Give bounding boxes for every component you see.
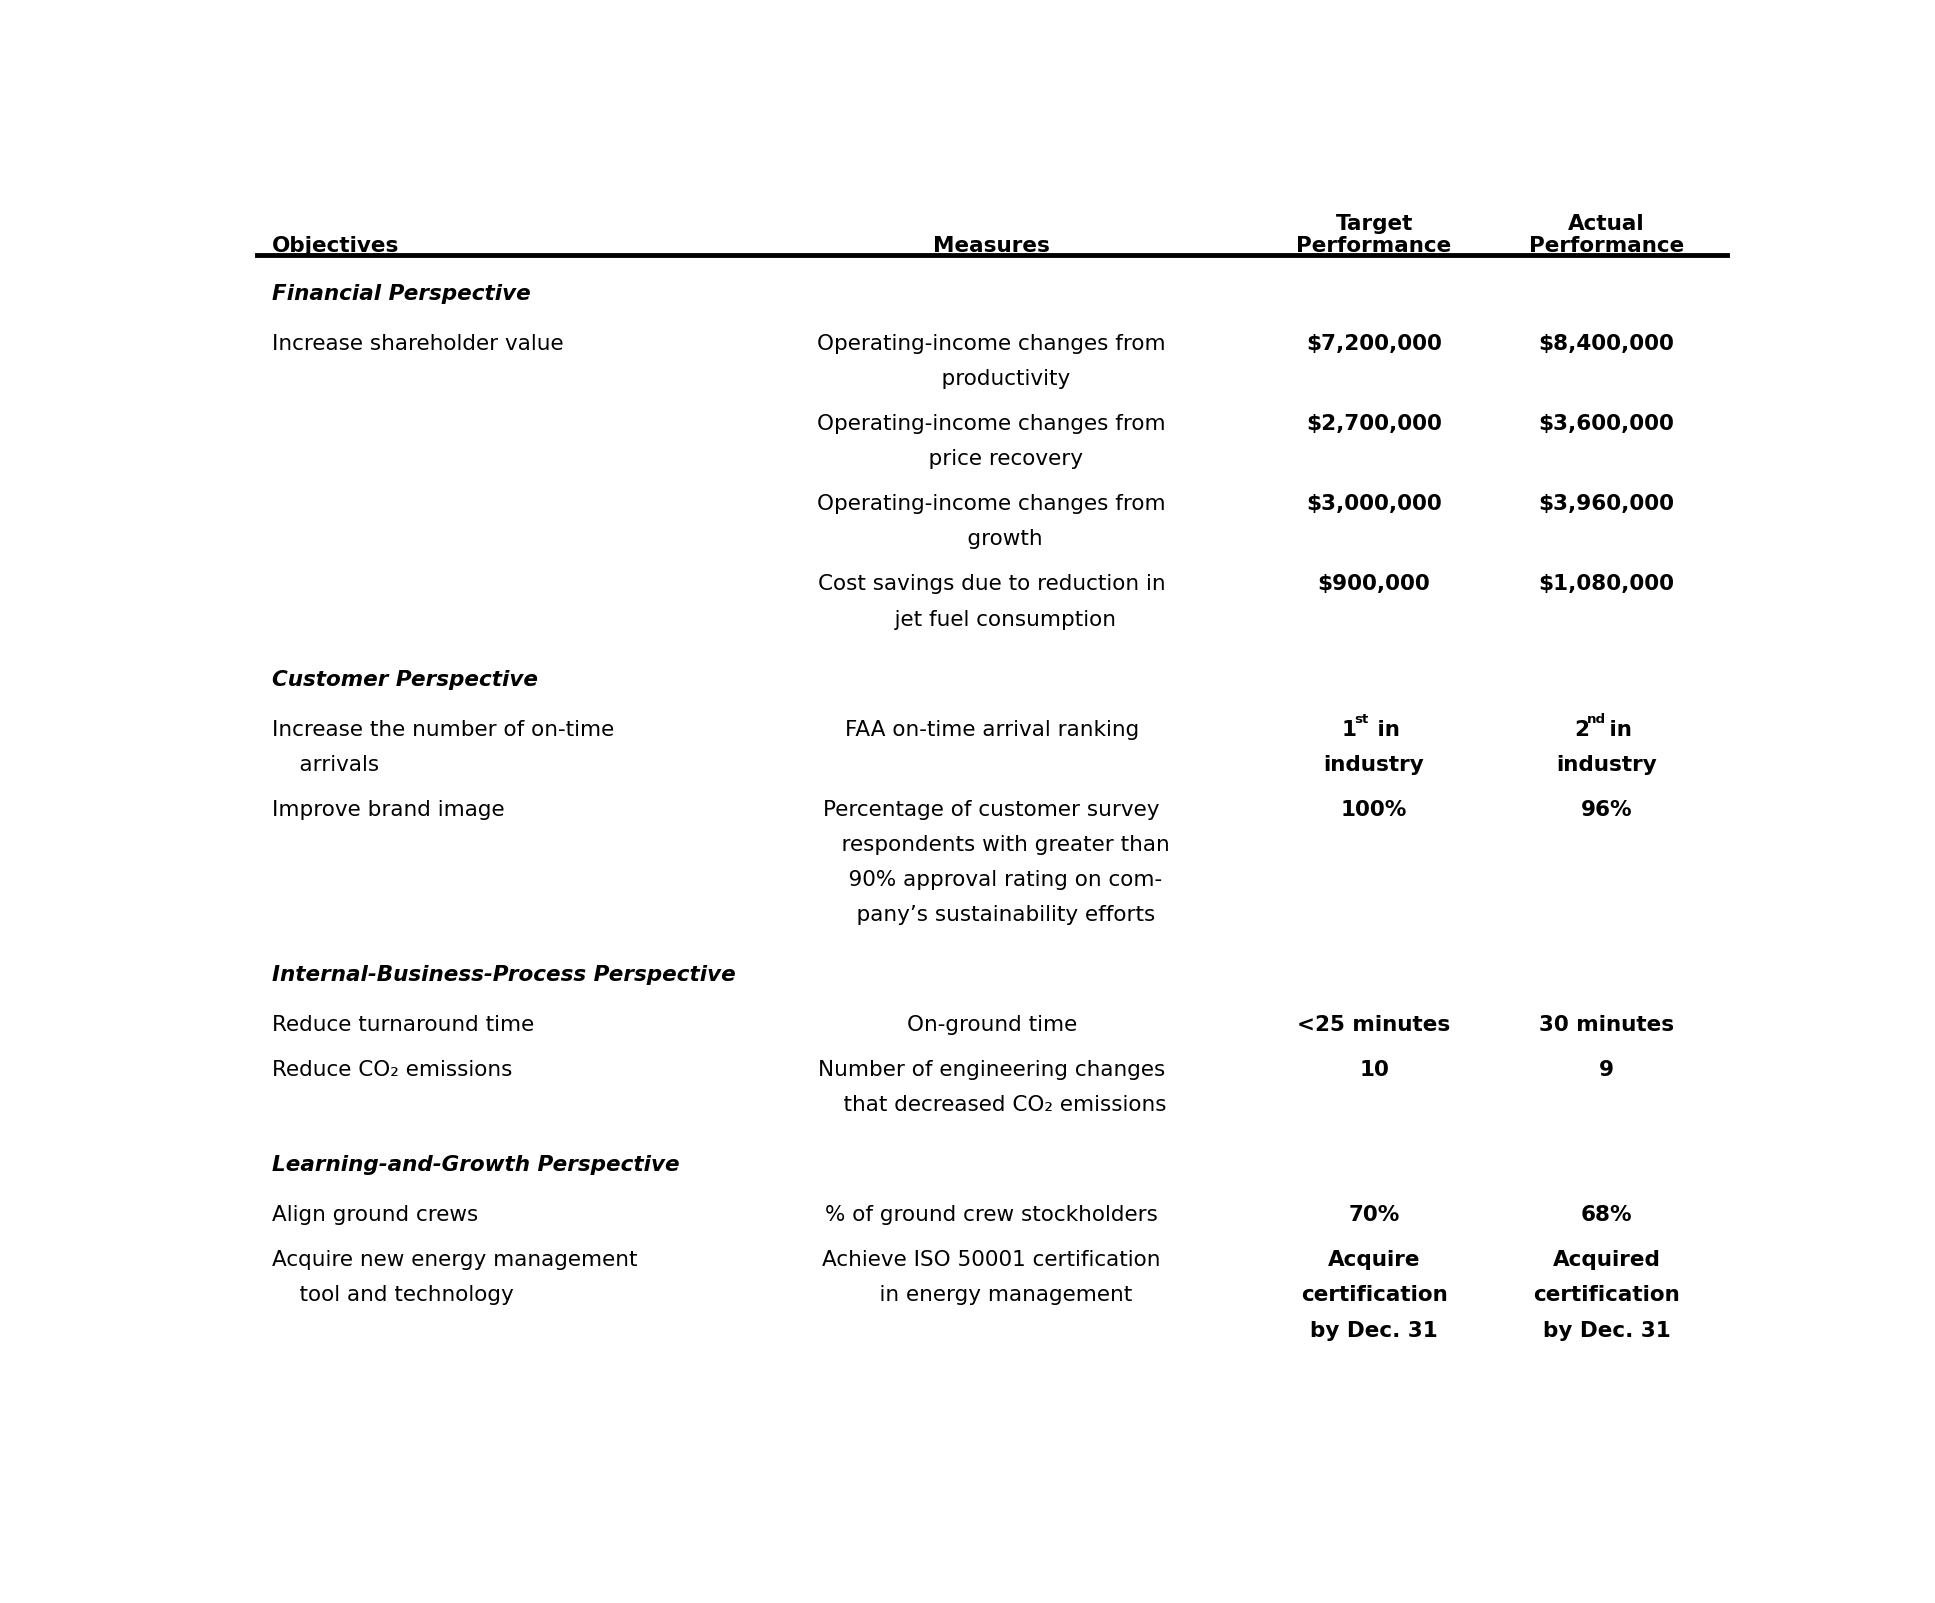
Text: 90% approval rating on com-: 90% approval rating on com- bbox=[820, 870, 1163, 890]
Text: On-ground time: On-ground time bbox=[908, 1015, 1076, 1036]
Text: Increase shareholder value: Increase shareholder value bbox=[271, 333, 563, 354]
Text: st: st bbox=[1354, 713, 1368, 726]
Text: Align ground crews: Align ground crews bbox=[271, 1205, 478, 1225]
Text: $3,600,000: $3,600,000 bbox=[1538, 414, 1674, 434]
Text: $3,000,000: $3,000,000 bbox=[1306, 494, 1442, 515]
Text: certification: certification bbox=[1300, 1286, 1447, 1305]
Text: productivity: productivity bbox=[913, 369, 1070, 390]
Text: $900,000: $900,000 bbox=[1318, 574, 1430, 595]
Text: 2: 2 bbox=[1575, 720, 1589, 739]
Text: Increase the number of on-time: Increase the number of on-time bbox=[271, 720, 613, 739]
Text: 68%: 68% bbox=[1581, 1205, 1633, 1225]
Text: Operating-income changes from: Operating-income changes from bbox=[817, 494, 1167, 515]
Text: <25 minutes: <25 minutes bbox=[1298, 1015, 1451, 1036]
Text: Target: Target bbox=[1335, 215, 1413, 234]
Text: Learning-and-Growth Perspective: Learning-and-Growth Perspective bbox=[271, 1156, 679, 1175]
Text: tool and technology: tool and technology bbox=[271, 1286, 513, 1305]
Text: FAA on-time arrival ranking: FAA on-time arrival ranking bbox=[844, 720, 1140, 739]
Text: 96%: 96% bbox=[1581, 800, 1633, 819]
Text: by Dec. 31: by Dec. 31 bbox=[1310, 1321, 1438, 1340]
Text: Improve brand image: Improve brand image bbox=[271, 800, 505, 819]
Text: Customer Perspective: Customer Perspective bbox=[271, 670, 538, 689]
Text: jet fuel consumption: jet fuel consumption bbox=[867, 609, 1116, 630]
Text: arrivals: arrivals bbox=[271, 755, 379, 774]
Text: respondents with greater than: respondents with greater than bbox=[815, 835, 1169, 854]
Text: 9: 9 bbox=[1598, 1060, 1614, 1080]
Text: Performance: Performance bbox=[1296, 236, 1451, 255]
Text: industry: industry bbox=[1556, 755, 1656, 774]
Text: in: in bbox=[1370, 720, 1399, 739]
Text: 100%: 100% bbox=[1341, 800, 1407, 819]
Text: Performance: Performance bbox=[1529, 236, 1683, 255]
Text: price recovery: price recovery bbox=[900, 449, 1084, 470]
Text: 30 minutes: 30 minutes bbox=[1538, 1015, 1674, 1036]
Text: industry: industry bbox=[1324, 755, 1424, 774]
Text: 10: 10 bbox=[1358, 1060, 1389, 1080]
Text: Operating-income changes from: Operating-income changes from bbox=[817, 333, 1167, 354]
Text: certification: certification bbox=[1533, 1286, 1680, 1305]
Text: Cost savings due to reduction in: Cost savings due to reduction in bbox=[819, 574, 1165, 595]
Text: 70%: 70% bbox=[1349, 1205, 1399, 1225]
Text: Reduce turnaround time: Reduce turnaround time bbox=[271, 1015, 534, 1036]
Text: Internal-Business-Process Perspective: Internal-Business-Process Perspective bbox=[271, 965, 735, 986]
Text: in: in bbox=[1602, 720, 1633, 739]
Text: Achieve ISO 50001 certification: Achieve ISO 50001 certification bbox=[822, 1250, 1161, 1270]
Text: $2,700,000: $2,700,000 bbox=[1306, 414, 1442, 434]
Text: Acquire: Acquire bbox=[1327, 1250, 1420, 1270]
Text: Number of engineering changes: Number of engineering changes bbox=[819, 1060, 1165, 1080]
Text: 1: 1 bbox=[1343, 720, 1356, 739]
Text: that decreased CO₂ emissions: that decreased CO₂ emissions bbox=[817, 1095, 1167, 1116]
Text: Operating-income changes from: Operating-income changes from bbox=[817, 414, 1167, 434]
Text: Acquired: Acquired bbox=[1552, 1250, 1660, 1270]
Text: Objectives: Objectives bbox=[271, 236, 399, 255]
Text: by Dec. 31: by Dec. 31 bbox=[1542, 1321, 1670, 1340]
Text: Actual: Actual bbox=[1567, 215, 1645, 234]
Text: in energy management: in energy management bbox=[851, 1286, 1132, 1305]
Text: $7,200,000: $7,200,000 bbox=[1306, 333, 1442, 354]
Text: $1,080,000: $1,080,000 bbox=[1538, 574, 1674, 595]
Text: % of ground crew stockholders: % of ground crew stockholders bbox=[824, 1205, 1159, 1225]
Text: Percentage of customer survey: Percentage of customer survey bbox=[824, 800, 1159, 819]
Text: pany’s sustainability efforts: pany’s sustainability efforts bbox=[828, 906, 1155, 925]
Text: Reduce CO₂ emissions: Reduce CO₂ emissions bbox=[271, 1060, 513, 1080]
Text: $3,960,000: $3,960,000 bbox=[1538, 494, 1674, 515]
Text: growth: growth bbox=[940, 529, 1043, 550]
Text: Measures: Measures bbox=[933, 236, 1051, 255]
Text: Acquire new energy management: Acquire new energy management bbox=[271, 1250, 637, 1270]
Text: $8,400,000: $8,400,000 bbox=[1538, 333, 1674, 354]
Text: Financial Perspective: Financial Perspective bbox=[271, 284, 530, 305]
Text: nd: nd bbox=[1587, 713, 1606, 726]
